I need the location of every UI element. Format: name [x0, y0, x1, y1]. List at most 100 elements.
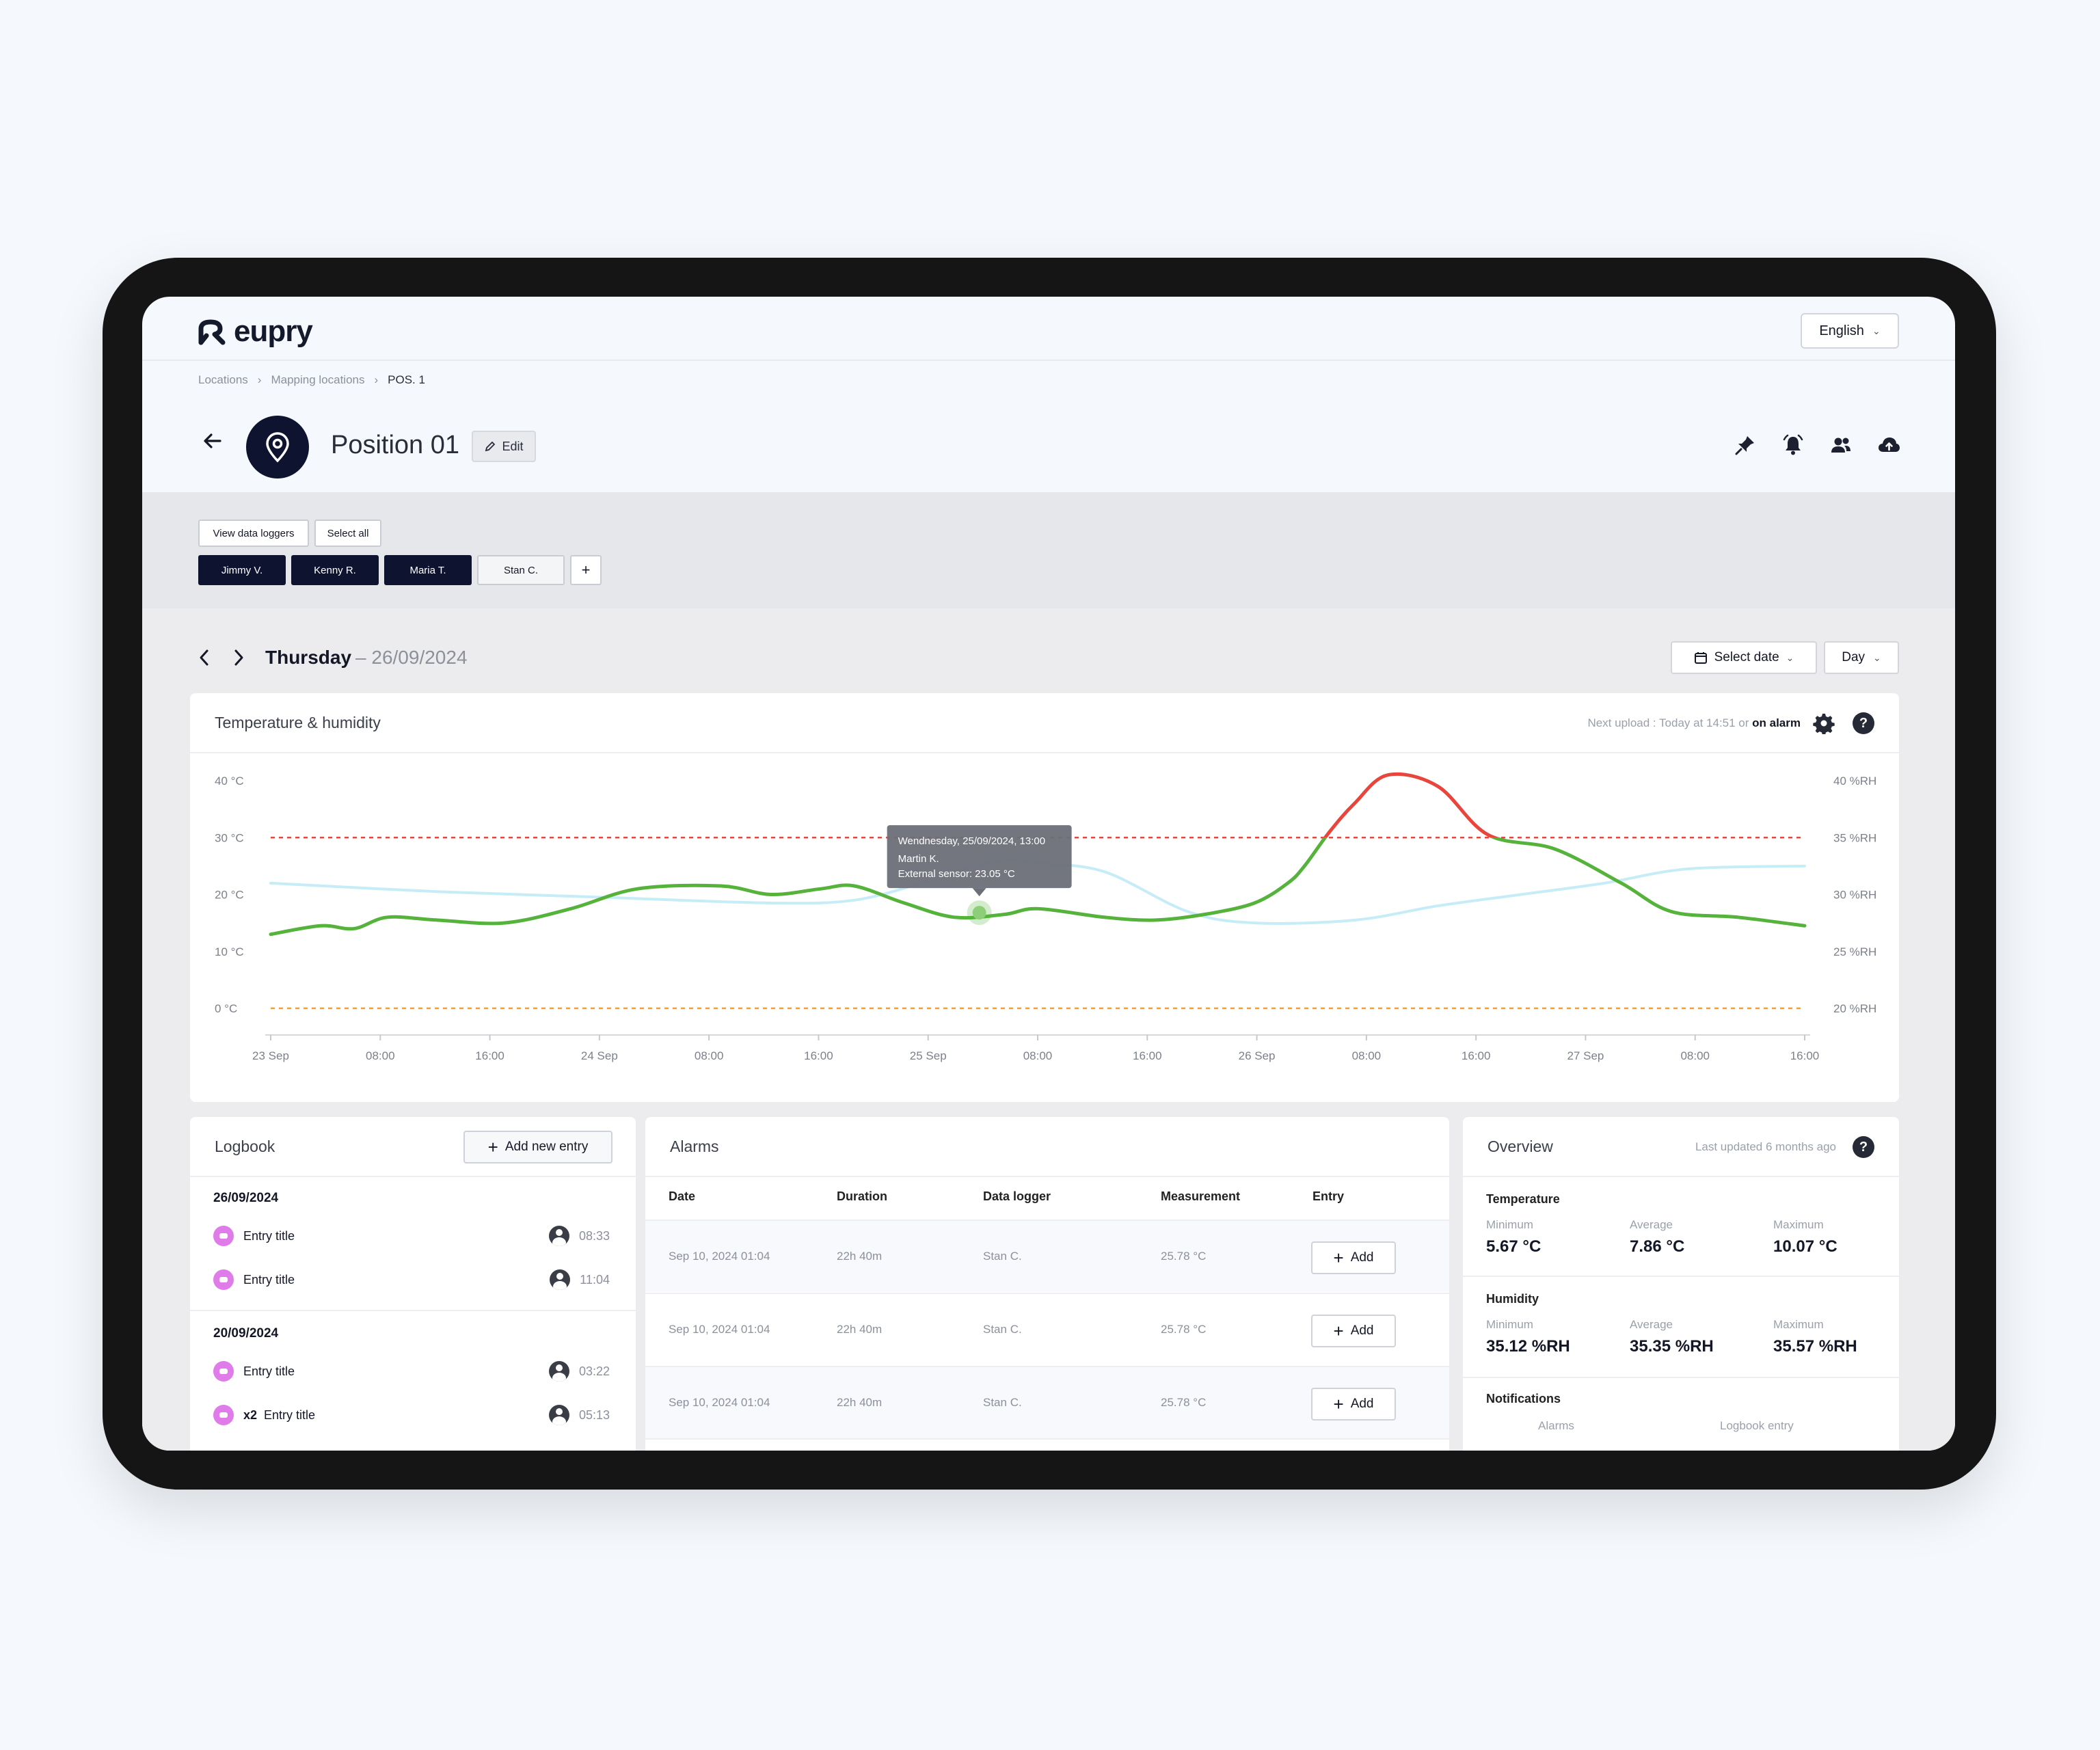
logbook-entry[interactable]: x2 Entry title 05:13: [213, 1401, 610, 1429]
next-upload-alarm: on alarm: [1752, 716, 1801, 729]
calendar-icon: [1694, 652, 1707, 664]
logger-chip-maria[interactable]: Maria T.: [384, 555, 472, 585]
notifications-section-label: Notifications: [1486, 1392, 1561, 1405]
x-axis-tick-label: 26 Sep: [1239, 1049, 1276, 1062]
column-header-entry[interactable]: Entry: [1312, 1189, 1345, 1203]
logger-chip-stan[interactable]: Stan C.: [477, 555, 565, 585]
avatar: [548, 1361, 569, 1382]
next-upload-text: Next upload : Today at 14:51 or: [1587, 716, 1753, 729]
temperature-humidity-chart[interactable]: 40 °C 30 °C 20 °C 10 °C 0 °C 40 %RH 35 %RH 30 %…: [190, 753, 1899, 1102]
breadcrumb-separator-icon: ›: [374, 373, 379, 386]
column-header-data-logger[interactable]: Data logger: [983, 1189, 1051, 1203]
x-axis-tick-label: 25 Sep: [910, 1049, 947, 1062]
x-axis-tick-label: 27 Sep: [1567, 1049, 1604, 1062]
help-icon[interactable]: ?: [1853, 712, 1874, 734]
humidity-section-label: Humidity: [1486, 1292, 1539, 1306]
add-logger-button[interactable]: +: [570, 555, 602, 585]
add-entry-button[interactable]: + Add: [1311, 1315, 1396, 1347]
top-bar: eupry English ⌄: [142, 297, 1955, 361]
brand-logo[interactable]: eupry: [197, 314, 313, 349]
logbook-date: 20/09/2024: [213, 1326, 279, 1341]
breadcrumb-current: POS. 1: [388, 373, 425, 386]
language-select[interactable]: English ⌄: [1801, 313, 1899, 349]
tooltip-line-3: External sensor: 23.05 °C: [898, 868, 1015, 880]
gear-icon[interactable]: [1813, 712, 1835, 734]
add-new-entry-button[interactable]: + Add new entry: [463, 1131, 612, 1163]
divider: [1463, 1377, 1899, 1378]
y-axis-left-tick: 30 °C: [215, 831, 244, 844]
edit-button[interactable]: Edit: [472, 431, 536, 462]
data-logger-bar: View data loggers Select all Jimmy V. Ke…: [142, 492, 1955, 608]
bell-icon[interactable]: [1781, 433, 1805, 457]
logbook-entry[interactable]: Entry title 03:22: [213, 1358, 610, 1385]
entry-title: Entry title: [264, 1408, 316, 1422]
chevron-right-icon[interactable]: [231, 647, 246, 668]
back-arrow-icon[interactable]: [202, 431, 223, 457]
temperature-max-value: 10.07 °C: [1773, 1237, 1838, 1256]
x-axis-tick-label: 16:00: [804, 1049, 833, 1062]
add-entry-button[interactable]: + Add: [1311, 1241, 1396, 1274]
add-new-entry-label: Add new entry: [504, 1140, 589, 1154]
chevron-down-icon: ⌄: [1873, 651, 1881, 663]
x-axis-tick-label: 08:00: [1352, 1049, 1382, 1062]
select-date-label: Select date: [1714, 650, 1779, 664]
tooltip-pointer: [972, 888, 986, 897]
tooltip-line-2: Martin K.: [898, 853, 939, 865]
users-icon[interactable]: [1829, 433, 1853, 457]
cloud-upload-icon[interactable]: [1877, 433, 1900, 457]
breadcrumb-mapping-locations[interactable]: Mapping locations: [271, 373, 365, 386]
entry-title: Entry title: [243, 1228, 295, 1243]
chevron-down-icon: ⌄: [1872, 325, 1881, 336]
humidity-avg-label: Average: [1630, 1318, 1673, 1331]
humidity-max-label: Maximum: [1773, 1318, 1824, 1331]
entry-meta: 11:04: [550, 1269, 610, 1290]
chat-bubble-icon: [213, 1269, 234, 1290]
divider: [1463, 1276, 1899, 1277]
entry-time: 08:33: [578, 1228, 610, 1243]
breadcrumb-locations[interactable]: Locations: [198, 373, 248, 386]
alarm-duration: 22h 40m: [837, 1323, 883, 1336]
temperature-max-label: Maximum: [1773, 1218, 1824, 1231]
chevron-left-icon[interactable]: [197, 647, 212, 668]
tooltip-box: [887, 825, 1072, 889]
entry-count-badge: x2: [243, 1408, 258, 1422]
column-header-measurement[interactable]: Measurement: [1161, 1189, 1241, 1203]
period-select[interactable]: Day ⌄: [1824, 641, 1899, 674]
entry-time: 05:13: [578, 1408, 610, 1422]
logbook-entry[interactable]: Entry title 11:04: [213, 1266, 610, 1293]
x-axis-tick-label: 08:00: [695, 1049, 724, 1062]
language-label: English: [1819, 323, 1864, 338]
chart-card-title: Temperature & humidity: [215, 714, 381, 731]
avatar: [550, 1269, 571, 1290]
x-axis-tick-label: 08:00: [1680, 1049, 1710, 1062]
column-header-duration[interactable]: Duration: [837, 1189, 887, 1203]
logbook-title: Logbook: [215, 1138, 275, 1155]
select-all-button[interactable]: Select all: [314, 520, 381, 547]
table-row[interactable]: Sep 10, 2024 01:04 22h 40m Stan C. 25.78…: [645, 1293, 1449, 1365]
alarm-duration: 22h 40m: [837, 1396, 883, 1409]
eupry-logo-icon: [198, 319, 226, 345]
table-row[interactable]: Sep 10, 2024 01:04 22h 40m Stan C. 25.78…: [645, 1366, 1449, 1438]
humidity-min-label: Minimum: [1486, 1318, 1533, 1331]
last-updated: Last updated 6 months ago: [1695, 1140, 1836, 1153]
plus-icon: +: [1333, 1320, 1344, 1341]
alarm-date: Sep 10, 2024 01:04: [669, 1323, 770, 1336]
x-axis-tick-label: 16:00: [475, 1049, 504, 1062]
add-entry-button[interactable]: + Add: [1311, 1388, 1396, 1421]
logbook-entry[interactable]: Entry title 08:33: [213, 1222, 610, 1250]
overview-title: Overview: [1488, 1138, 1553, 1155]
pin-icon[interactable]: [1734, 433, 1757, 457]
help-icon[interactable]: ?: [1853, 1136, 1874, 1158]
temperature-section-label: Temperature: [1486, 1192, 1560, 1206]
page-title: Position 01: [331, 431, 460, 459]
logger-chip-jimmy[interactable]: Jimmy V.: [198, 555, 286, 585]
entry-time: 11:04: [580, 1272, 610, 1287]
x-axis-tick-label: 08:00: [1023, 1049, 1053, 1062]
brand-name: eupry: [234, 314, 313, 348]
view-data-loggers-button[interactable]: View data loggers: [198, 520, 309, 547]
logger-chip-kenny[interactable]: Kenny R.: [291, 555, 379, 585]
column-header-date[interactable]: Date: [669, 1189, 696, 1203]
select-date-button[interactable]: Select date ⌄: [1671, 641, 1817, 674]
table-row[interactable]: Sep 10, 2024 01:04 22h 40m Stan C. 25.78…: [645, 1220, 1449, 1292]
temperature-min-value: 5.67 °C: [1486, 1237, 1542, 1256]
